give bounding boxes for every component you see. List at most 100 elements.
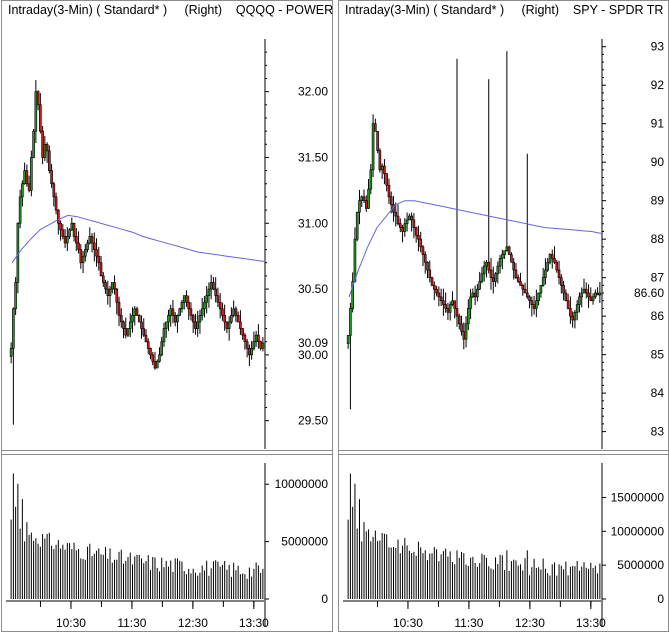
candle-down [398, 223, 402, 228]
candle-up [351, 281, 354, 309]
price-tick-label: 88 [651, 232, 665, 246]
volume-chart-qqqq[interactable]: 10000000 5000000 0 10:30 11:30 12:30 13:30 [2, 455, 332, 631]
candle-down [236, 315, 240, 323]
chart-title-qqqq: Intraday(3-Min) ( Standard* ) (Right) QQ… [8, 3, 333, 17]
candle-up [21, 183, 24, 198]
volume-tick-label: 0 [657, 592, 664, 606]
candle-down [532, 304, 536, 309]
candle-down [374, 123, 377, 132]
candle-up [160, 341, 164, 356]
candle-up [367, 188, 370, 209]
candle-down [95, 249, 98, 257]
style-label: ( Standard* ) [433, 3, 505, 17]
candle-up [252, 341, 256, 349]
candle-down [396, 215, 400, 225]
candle-down [259, 341, 262, 349]
candle-up [464, 323, 468, 340]
candle-up [369, 169, 373, 190]
candle-up [88, 236, 92, 244]
candle-down [525, 292, 529, 298]
candle-up [349, 308, 352, 336]
candle-up [68, 229, 71, 237]
candle-down [421, 246, 425, 255]
candle-down [487, 261, 491, 271]
candle-down [550, 254, 554, 259]
price-chart-qqqq[interactable]: 32.00 31.50 31.00 30.50 30.00 29.50 30.09 [2, 23, 332, 450]
candle-down [171, 308, 175, 316]
candle-down [423, 254, 427, 263]
candle-down [239, 321, 242, 329]
candle-down [491, 277, 495, 282]
candle-down [221, 308, 224, 316]
candle-up [598, 292, 602, 296]
candle-down [59, 222, 62, 231]
candle-down [115, 288, 119, 303]
candle-down [426, 261, 429, 271]
candle-up [360, 196, 364, 201]
candle-down [241, 328, 244, 336]
price-tick-label: 91 [651, 117, 665, 131]
candle-down [489, 269, 493, 278]
candle-up [198, 315, 202, 323]
price-tick-label: 93 [651, 40, 665, 54]
time-tick-label: 11:30 [454, 616, 483, 630]
candle-down [191, 315, 195, 323]
candle-down [584, 288, 588, 294]
candle-down [153, 361, 157, 369]
candle-down [214, 288, 217, 296]
candle-down [383, 165, 386, 175]
candle-up [575, 304, 579, 313]
candle-up [12, 308, 15, 349]
volume-tick-label: 5000000 [281, 535, 328, 549]
candle-up [43, 143, 47, 158]
candle-up [81, 255, 85, 264]
price-tick-label: 83 [651, 425, 665, 439]
candle-down [223, 315, 226, 323]
candle-down [557, 269, 561, 278]
candle-up [9, 347, 13, 357]
price-chart-spy[interactable]: 93 92 91 90 89 88 87 86 85 84 83 86.60 [339, 23, 668, 450]
candle-down [507, 246, 511, 255]
candle-down [389, 196, 393, 205]
candle-down [57, 209, 60, 224]
price-tick-label: 90 [651, 155, 665, 169]
candle-down [194, 321, 197, 329]
last-price-label: 30.09 [298, 336, 328, 350]
candle-down [387, 184, 391, 198]
candle-up [108, 288, 112, 296]
candle-down [144, 334, 148, 343]
candle-up [261, 342, 265, 349]
candle-down [187, 301, 190, 310]
volume-chart-spy[interactable]: 15000000 10000000 5000000 0 10:30 11:30 12:30 1… [339, 455, 668, 631]
candle-down [446, 308, 450, 313]
price-tick-label: 31.00 [298, 216, 328, 230]
candle-down [61, 229, 65, 237]
style-label: ( Standard* ) [96, 3, 168, 17]
candle-up [480, 273, 484, 282]
candle-down [566, 300, 570, 309]
candle-down [185, 295, 188, 303]
candle-down [243, 334, 247, 343]
candle-down [149, 347, 152, 356]
price-tick-label: 29.50 [298, 414, 328, 428]
candle-down [99, 262, 103, 277]
candle-up [582, 288, 586, 294]
candle-up [371, 123, 375, 171]
candle-up [537, 292, 540, 302]
candle-up [467, 308, 470, 325]
chart-panel-spy: Intraday(3-Min) ( Standard* ) (Right) SP… [338, 0, 669, 632]
candle-down [97, 255, 101, 264]
chart-title-spy: Intraday(3-Min) ( Standard* ) (Right) SP… [345, 3, 663, 17]
candle-down [218, 301, 222, 310]
candle-down [27, 183, 31, 191]
candle-down [72, 222, 76, 237]
candle-up [230, 315, 233, 323]
candle-down [460, 323, 463, 332]
candle-down [555, 261, 559, 271]
candle-down [39, 104, 42, 132]
candle-up [380, 165, 384, 171]
time-tick-label: 10:30 [56, 616, 86, 630]
candle-down [137, 315, 141, 323]
candle-down [234, 308, 238, 316]
candle-up [548, 254, 552, 263]
